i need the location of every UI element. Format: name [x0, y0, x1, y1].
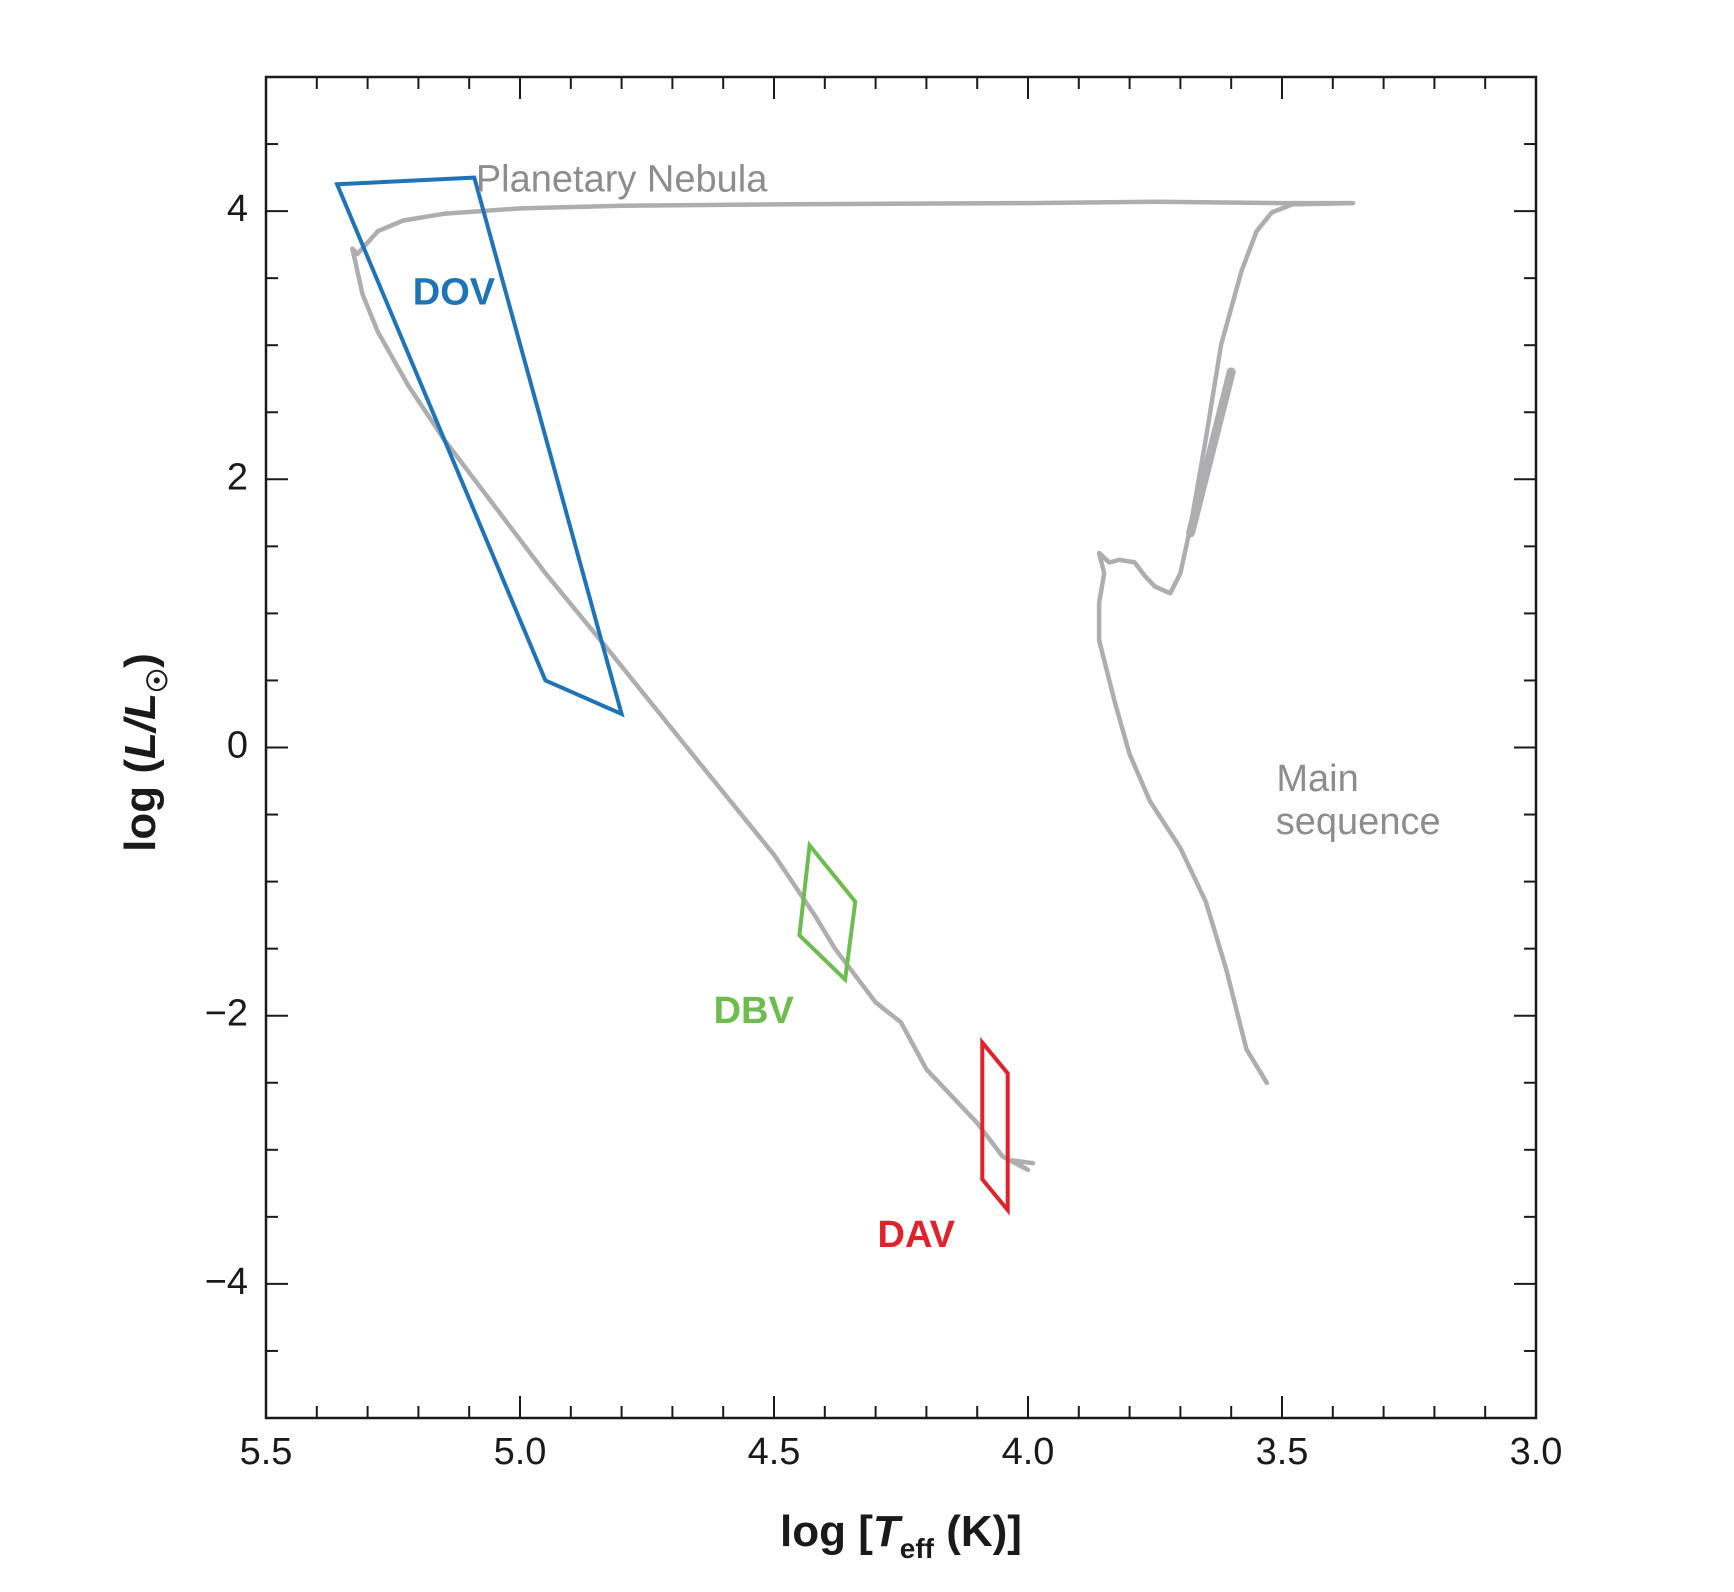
y-tick-label: 4	[227, 188, 248, 230]
x-tick-label: 5.0	[494, 1431, 547, 1473]
region-dav-outline	[980, 1036, 1010, 1216]
annotation-3: DOV	[413, 271, 496, 313]
y-tick-label: −2	[205, 993, 248, 1035]
y-tick-label: 0	[227, 725, 248, 767]
series-ms-thick-2	[1186, 367, 1236, 538]
annotation-1: Main	[1276, 758, 1358, 800]
y-axis-title-var: L/L	[116, 693, 165, 759]
x-tick-label: 3.0	[1510, 1431, 1563, 1473]
x-tick-label: 4.0	[1002, 1431, 1055, 1473]
annotation-0: Planetary Nebula	[476, 159, 768, 201]
y-axis-title-post: )	[116, 653, 165, 668]
x-axis-title-pre: log [	[780, 1507, 873, 1556]
annotation-2: sequence	[1276, 801, 1441, 843]
y-axis-title-pre: log (	[116, 759, 165, 852]
x-axis-title-post: (K)]	[934, 1507, 1022, 1556]
region-layer	[334, 175, 1010, 1216]
annotation-4: DBV	[714, 990, 795, 1032]
x-axis-title: log [Teff (K)]	[780, 1507, 1022, 1564]
y-axis-title: log (L/L☉)	[116, 653, 173, 852]
annotation-5: DAV	[878, 1214, 956, 1256]
tick-layer	[265, 76, 1537, 1419]
x-axis-title-sub: eff	[900, 1533, 935, 1564]
y-tick-label: 2	[227, 456, 248, 498]
y-tick-label: −4	[205, 1261, 248, 1303]
x-tick-label: 5.5	[240, 1431, 293, 1473]
region-dov-outline	[334, 175, 625, 718]
x-tick-label: 4.5	[748, 1431, 801, 1473]
tick-label-layer: 5.5 5.0 4.5 4.0 3.5 3.0 4 2 0 −2 −4	[205, 188, 1563, 1473]
track-layer	[350, 199, 1356, 1173]
region-dbv-outline	[797, 840, 858, 984]
x-axis-title-var: T	[873, 1507, 903, 1556]
series-main-sequence-1	[1096, 550, 1270, 1086]
y-axis-title-sub: ☉	[142, 668, 173, 693]
x-tick-label: 3.5	[1256, 1431, 1309, 1473]
series-track-0	[350, 199, 1356, 1173]
